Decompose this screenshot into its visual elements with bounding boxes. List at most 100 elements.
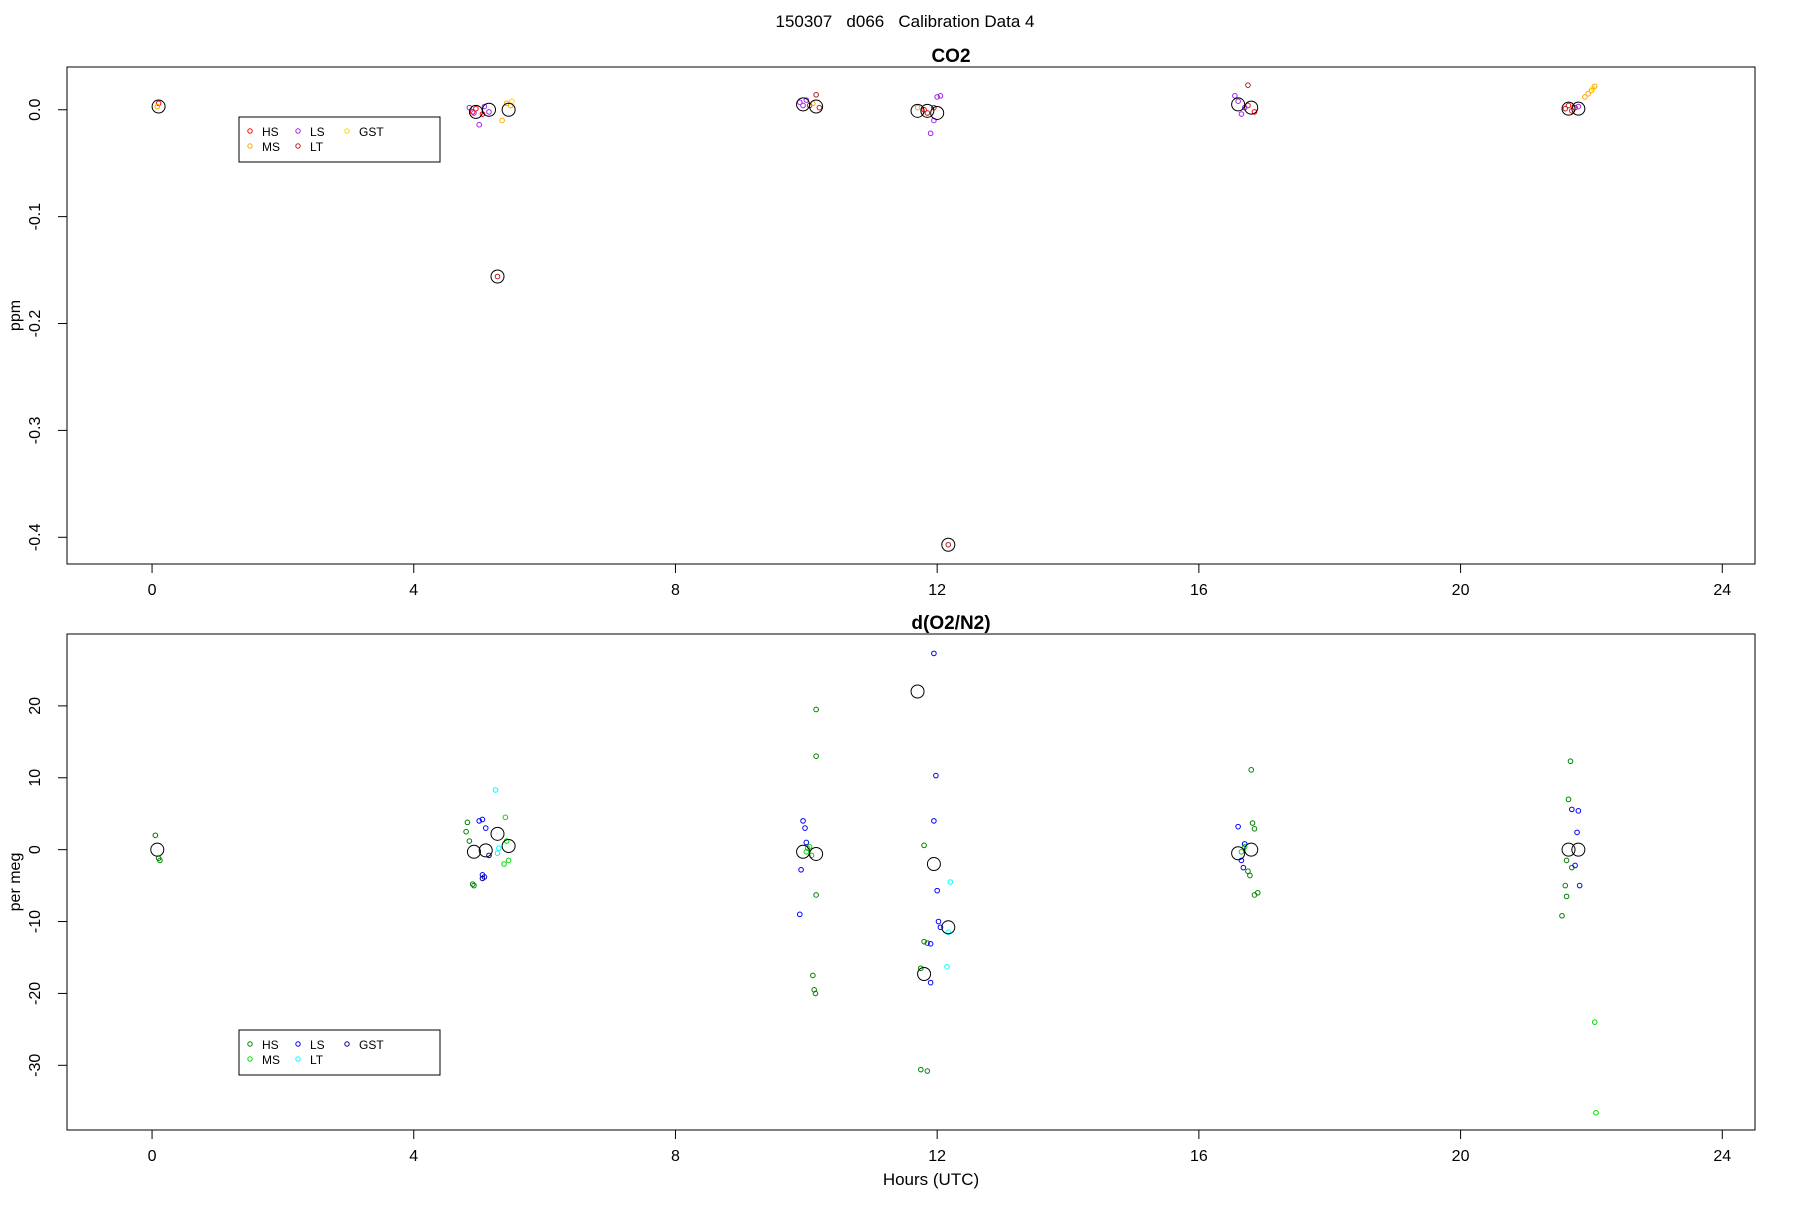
data-point-hs bbox=[1251, 826, 1258, 832]
legend-label-ms: MS bbox=[262, 1053, 280, 1067]
data-point-hs bbox=[1247, 872, 1253, 879]
legend-entry-lt: LT bbox=[295, 140, 324, 154]
x-tick-label: 12 bbox=[928, 1148, 946, 1165]
y-axis: 0.0 -0.1 -0.2 -0.3 -0.4 bbox=[27, 99, 68, 551]
data-point-hs bbox=[155, 100, 162, 107]
legend-marker-ls bbox=[295, 128, 301, 134]
data-point-ls bbox=[1232, 93, 1238, 99]
mean-marker bbox=[941, 920, 956, 935]
mean-marker bbox=[1561, 101, 1576, 116]
x-axis: 0 4 8 12 16 20 24 bbox=[148, 563, 1731, 599]
mean-marker bbox=[466, 844, 481, 859]
data-point-hs bbox=[921, 938, 927, 945]
data-point-hs bbox=[1251, 109, 1258, 115]
x-tick-label: 0 bbox=[148, 582, 157, 599]
data-point-hs bbox=[924, 110, 931, 116]
y-axis: 20 10 0 -10 -20 -30 bbox=[27, 697, 68, 1077]
data-point-gst bbox=[486, 852, 492, 859]
data-point-ls bbox=[1575, 808, 1582, 814]
series-hs bbox=[155, 100, 1578, 117]
x-tick-label: 8 bbox=[671, 582, 680, 599]
data-point-ls bbox=[1235, 823, 1241, 830]
data-point-hs bbox=[918, 965, 924, 972]
legend-entry-ls: LS bbox=[295, 1038, 325, 1052]
data-point-hs bbox=[1567, 758, 1574, 765]
x-tick-label: 16 bbox=[1190, 1148, 1208, 1165]
data-point-lt bbox=[945, 929, 952, 936]
mean-marker bbox=[920, 103, 935, 118]
data-point-ls bbox=[1238, 111, 1245, 117]
data-point-ls bbox=[1235, 98, 1241, 105]
data-point-ls bbox=[802, 825, 808, 831]
data-point-ls bbox=[937, 93, 944, 99]
data-point-hs bbox=[813, 892, 819, 898]
legend-marker-hs bbox=[247, 1041, 253, 1047]
data-point-hs bbox=[918, 1066, 924, 1073]
data-point-lt bbox=[492, 787, 499, 793]
co2-panel: CO2 0 4 8 12 16 20 24 0.0 -0.1 -0.2 -0.3 -0.4 ppm HSMS… bbox=[7, 46, 1756, 599]
legend-label-ms: MS bbox=[262, 140, 280, 154]
data-point-ls bbox=[796, 911, 803, 918]
data-point-hs bbox=[924, 940, 931, 946]
data-point-hs bbox=[469, 109, 476, 115]
data-point-hs bbox=[1563, 893, 1570, 900]
y-tick-label: 10 bbox=[27, 769, 44, 787]
data-point-ls bbox=[476, 818, 482, 824]
y-axis-label: per meg bbox=[7, 853, 24, 912]
mean-marker bbox=[796, 844, 811, 859]
x-tick-label: 4 bbox=[409, 1148, 418, 1165]
data-point-ls bbox=[931, 818, 937, 824]
series-gst bbox=[479, 852, 492, 882]
legend-marker-lt bbox=[295, 143, 301, 149]
data-point-ls bbox=[798, 866, 804, 873]
data-point-hs bbox=[464, 819, 471, 826]
data-point-hs bbox=[1248, 767, 1255, 773]
mean-marker bbox=[501, 102, 516, 117]
data-point-hs bbox=[1562, 882, 1569, 889]
legend-marker-gst bbox=[344, 1041, 350, 1047]
legend-marker-lt bbox=[295, 1056, 301, 1062]
legend-entry-gst: GST bbox=[344, 1038, 384, 1052]
data-point-hs bbox=[813, 706, 819, 713]
data-point-lt bbox=[496, 845, 502, 852]
data-point-hs bbox=[1565, 102, 1572, 109]
mean-markers bbox=[150, 684, 1586, 982]
mean-marker bbox=[930, 105, 945, 120]
data-point-hs bbox=[469, 881, 476, 887]
legend-entry-ls: LS bbox=[295, 125, 325, 139]
o2n2-panel: d(O2/N2) 0 4 8 12 16 20 24 20 10 0 -10 -20 -30 per meg… bbox=[7, 613, 1756, 1189]
legend-label-ls: LS bbox=[310, 125, 325, 139]
mean-marker bbox=[151, 99, 166, 114]
legend-label-hs: HS bbox=[262, 1038, 279, 1052]
data-point-ms bbox=[1591, 1019, 1598, 1025]
data-point-ls bbox=[1569, 806, 1575, 813]
data-point-ls bbox=[935, 918, 942, 925]
panel-title: CO2 bbox=[931, 46, 970, 67]
legend-entry-hs: HS bbox=[247, 125, 279, 139]
mean-marker bbox=[1231, 846, 1246, 861]
data-point-ms bbox=[808, 852, 815, 859]
data-point-ms bbox=[914, 104, 921, 111]
data-point-ms bbox=[154, 103, 161, 110]
mean-marker bbox=[478, 843, 493, 858]
mean-marker bbox=[941, 537, 956, 552]
data-point-hs bbox=[1565, 796, 1572, 803]
mean-marker bbox=[1244, 842, 1259, 857]
series-lt bbox=[492, 787, 954, 970]
y-tick-label: -10 bbox=[27, 910, 44, 933]
data-point-lt bbox=[947, 879, 954, 885]
mean-marker bbox=[809, 99, 824, 114]
data-point-hs bbox=[157, 857, 163, 864]
data-point-ms bbox=[499, 117, 505, 124]
mean-marker bbox=[150, 842, 165, 857]
data-point-ls bbox=[476, 121, 482, 128]
mean-marker bbox=[490, 826, 505, 841]
data-point-ms bbox=[501, 861, 507, 867]
legend-label-lt: LT bbox=[310, 140, 324, 154]
data-point-lt bbox=[813, 91, 819, 98]
data-point-ms bbox=[803, 849, 810, 855]
x-axis-label: Hours (UTC) bbox=[883, 1170, 979, 1189]
legend-box bbox=[238, 1029, 441, 1076]
y-tick-label: -0.3 bbox=[27, 417, 44, 445]
y-tick-label: 20 bbox=[27, 697, 44, 715]
